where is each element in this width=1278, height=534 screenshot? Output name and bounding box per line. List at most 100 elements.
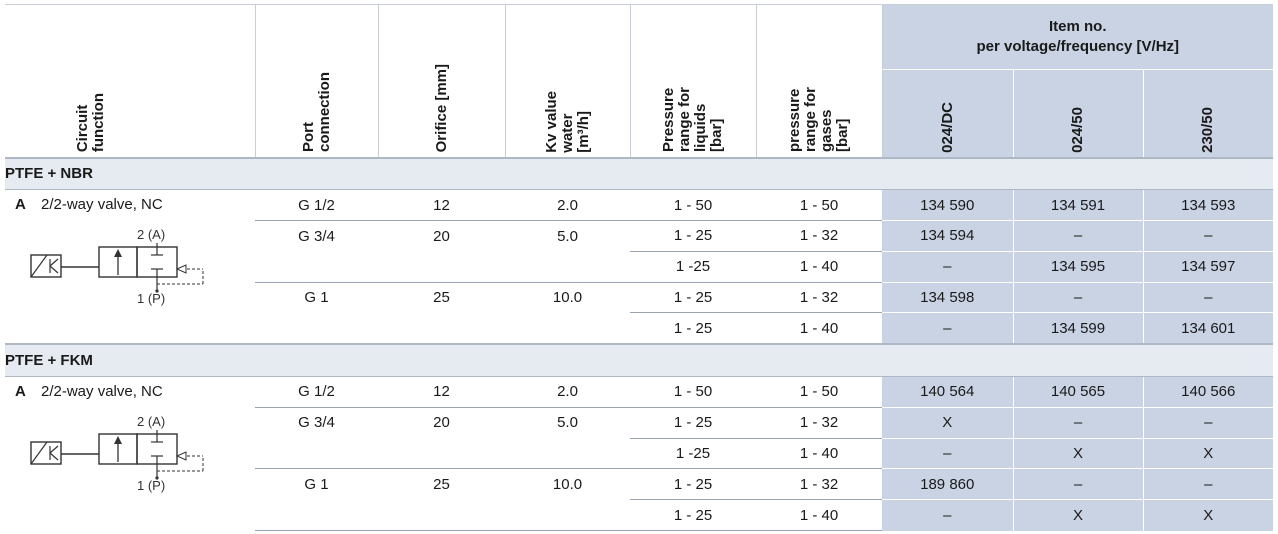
cell-orifice (378, 312, 505, 345)
cell-v1: X (882, 407, 1014, 439)
cell-v2: 134 595 (1013, 251, 1144, 283)
cell-orifice (378, 251, 505, 283)
valve-symbol-icon: 2 (A) 1 (P) (30, 414, 204, 493)
header-item-no-line2: per voltage/frequency [V/Hz] (976, 38, 1180, 55)
cell-v3: 140 566 (1143, 376, 1274, 408)
cell-liq: 1 -25 (630, 438, 756, 470)
cell-orifice: 12 (378, 189, 505, 222)
cell-port (255, 251, 378, 283)
cell-kv (505, 312, 630, 345)
header-voltage-23050: 230/50 (1143, 69, 1274, 158)
cell-port (255, 438, 378, 470)
cell-liq: 1 - 25 (630, 282, 756, 314)
cell-port: G 3/4 (255, 407, 378, 439)
header-pressure-liquids: Pressure range for liquids [bar] (630, 4, 757, 158)
cell-liq: 1 - 25 (630, 312, 756, 345)
cell-gas: 1 - 32 (756, 220, 882, 252)
cell-gas: 1 - 40 (756, 499, 882, 531)
cell-orifice (378, 438, 505, 470)
cell-v2: – (1013, 282, 1144, 314)
cell-port: G 1 (255, 468, 378, 500)
cell-v2: X (1013, 438, 1144, 470)
cell-gas: 1 - 32 (756, 407, 882, 439)
cell-kv: 2.0 (505, 376, 630, 408)
cell-v2: 134 591 (1013, 189, 1144, 222)
section-title: PTFE + FKM (5, 343, 1274, 378)
cell-v2: 134 599 (1013, 312, 1144, 345)
header-kv-value: Kv value water [m³/h] (505, 4, 631, 158)
cell-v3: X (1143, 499, 1274, 531)
cell-liq: 1 - 25 (630, 407, 756, 439)
cell-kv: 10.0 (505, 282, 630, 313)
cell-v3: – (1143, 220, 1274, 252)
section-title: PTFE + NBR (5, 156, 1274, 191)
cell-gas: 1 - 32 (756, 468, 882, 501)
cell-port: G 3/4 (255, 220, 378, 252)
cell-v1: – (882, 251, 1014, 283)
cell-kv: 5.0 (505, 407, 630, 439)
header-item-no-line1: Item no. (1049, 18, 1107, 35)
header-port-connection: Port connection (255, 4, 379, 158)
port-a-label: 2 (A) (137, 227, 165, 242)
cell-v3: 134 593 (1143, 189, 1274, 222)
header-item-no: Item no. per voltage/frequency [V/Hz] (882, 4, 1274, 70)
cell-v3: X (1143, 438, 1274, 470)
circuit-function-cell: A 2/2-way valve, NC 2 (A) 1 (P) (5, 376, 255, 531)
cell-orifice: 25 (378, 468, 505, 500)
cell-v1: 134 598 (882, 282, 1014, 314)
table-row: G 3/4 20 5.0 1 - 25 1 - 32 X – – (5, 407, 1274, 439)
cell-port: G 1/2 (255, 189, 378, 222)
circuit-letter: A (15, 383, 26, 401)
table-row: 1 -25 1 - 40– X X (5, 438, 1274, 470)
table-row: 1 - 25 1 - 40–134 599 134 601 (5, 312, 1274, 345)
cell-gas: 1 - 50 (756, 189, 882, 222)
valve-symbol-icon: 2 (A) 1 (P) (30, 227, 204, 306)
cell-liq: 1 - 50 (630, 376, 756, 408)
header-voltage-024dc: 024/DC (882, 69, 1014, 158)
cell-port (255, 312, 378, 345)
circuit-function-cell: A 2/2-way valve, NC 2 (A) 1 (P) (5, 189, 255, 345)
cell-v3: – (1143, 282, 1274, 314)
cell-gas: 1 - 40 (756, 438, 882, 470)
table-row: A 2/2-way valve, NC 2 (A) 1 (P) G 1/2 12 2.… (5, 189, 1274, 345)
cell-v3: 134 597 (1143, 251, 1274, 283)
cell-kv: 2.0 (505, 189, 630, 222)
cell-v2: – (1013, 468, 1144, 501)
header-circuit-function: Circuit function (5, 4, 256, 158)
circuit-letter: A (15, 196, 26, 214)
cell-kv (505, 251, 630, 283)
cell-v1: 140 564 (882, 376, 1014, 408)
table-row: 1 - 25 1 - 40– X X (5, 499, 1274, 531)
cell-v2: X (1013, 499, 1144, 531)
circuit-function-label: 2/2-way valve, NC (41, 196, 163, 214)
cell-orifice: 25 (378, 282, 505, 313)
cell-liq: 1 - 50 (630, 189, 756, 222)
cell-v1: 134 594 (882, 220, 1014, 252)
cell-orifice: 20 (378, 220, 505, 252)
cell-orifice: 20 (378, 407, 505, 439)
cell-liq: 1 -25 (630, 251, 756, 283)
cell-port (255, 499, 378, 531)
header-pressure-gases: pressure range for gases [bar] (756, 4, 883, 158)
cell-gas: 1 - 40 (756, 251, 882, 283)
cell-orifice (378, 499, 505, 531)
cell-v1: – (882, 438, 1014, 470)
cell-v1: – (882, 499, 1014, 531)
cell-liq: 1 - 25 (630, 468, 756, 501)
cell-liq: 1 - 25 (630, 499, 756, 531)
cell-v2: 140 565 (1013, 376, 1144, 408)
cell-gas: 1 - 40 (756, 312, 882, 345)
cell-v1: – (882, 312, 1014, 345)
cell-port: G 1/2 (255, 376, 378, 408)
port-p-label: 1 (P) (137, 291, 165, 306)
table-row: G 1 25 10.0 1 - 25 1 - 32 134 598– – (5, 282, 1274, 314)
cell-kv (505, 438, 630, 470)
cell-v1: 134 590 (882, 189, 1014, 222)
cell-v1: 189 860 (882, 468, 1014, 501)
port-p-label: 1 (P) (137, 478, 165, 493)
cell-kv: 5.0 (505, 220, 630, 252)
header-orifice: Orifice [mm] (378, 4, 506, 158)
cell-v3: – (1143, 468, 1274, 501)
table-row: 1 -25 1 - 40–134 595 134 597 (5, 251, 1274, 283)
cell-v3: 134 601 (1143, 312, 1274, 345)
